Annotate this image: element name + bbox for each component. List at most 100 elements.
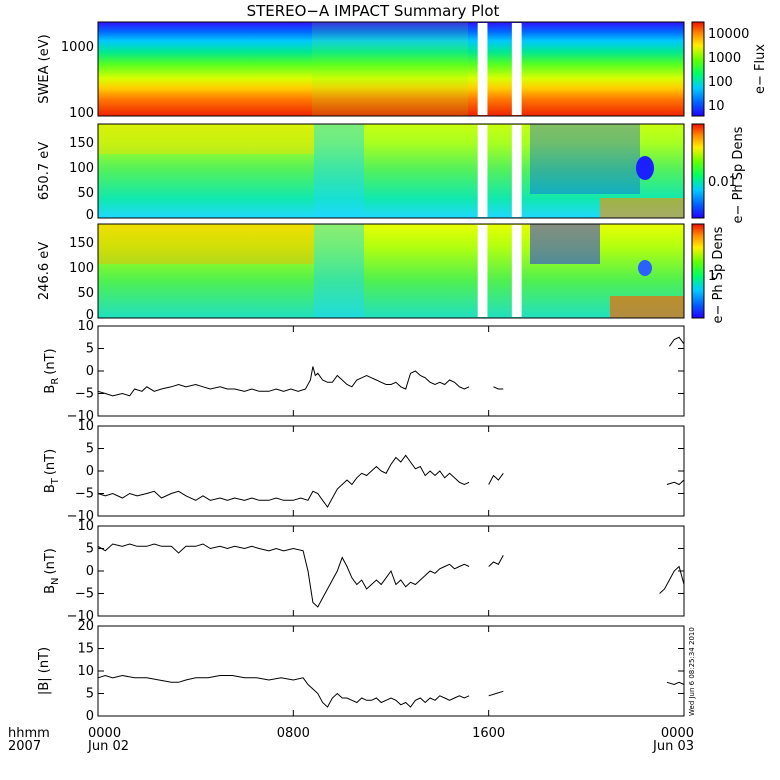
- bt-series-line: [97, 454, 470, 508]
- bt-ytick-label: −5: [75, 487, 94, 502]
- bt-yticks: −10 −5 0 5 10: [67, 419, 684, 524]
- bn-ytick-label: −5: [75, 587, 94, 602]
- bmag-frame: [97, 625, 685, 717]
- bmag-ylabel: |B| (nT): [37, 647, 52, 695]
- bmag-ytick-label: 0: [86, 709, 94, 724]
- br-ytick-label: −5: [75, 387, 94, 402]
- bn-ytick-label: −10: [67, 609, 94, 624]
- bt-ytick-label: −10: [67, 509, 94, 524]
- br-frame: [97, 325, 685, 417]
- br-ytick-label: −10: [67, 409, 94, 424]
- swea-cbar-label: e− Flux: [753, 44, 768, 94]
- bn-ylabel: BN(nT): [43, 548, 61, 594]
- bmag-series-line: [97, 674, 470, 708]
- bn-panel: −10 −5 0 5 10 BN(nT): [43, 519, 685, 624]
- pad246-panel: 246.6 eV 150 100 50 0 1 e− Ph Sp Dens e−…: [37, 126, 746, 323]
- pad246-ytick-0: 0: [86, 308, 94, 323]
- swea-colorbar: [691, 21, 705, 117]
- swea-frame: [97, 21, 685, 117]
- plot-title: STEREO−A IMPACT Summary Plot: [247, 2, 500, 20]
- br-ytick-label: 0: [86, 364, 94, 379]
- pad246-cbar-label: e− Ph Sp Dens: [711, 226, 726, 323]
- pad246-bottom-warm: [610, 296, 684, 318]
- time-axis-row1-label: hhmm: [8, 726, 50, 741]
- bmag-ytick-label: 5: [86, 687, 94, 702]
- bmag-series-line: [666, 681, 685, 686]
- data-gap: [511, 23, 522, 115]
- bn-ytick-label: 10: [77, 519, 94, 534]
- pad246-ylabel: 246.6 eV: [37, 242, 52, 300]
- bn-series-line: [488, 555, 504, 567]
- pad246-quiet-band: [98, 224, 314, 264]
- timestamp: Wed Jun 6 08:25:34 2010: [688, 627, 696, 716]
- bt-series: [97, 454, 685, 508]
- pad246-late-region: [530, 224, 600, 264]
- pad650-ytick-0: 0: [86, 208, 94, 223]
- swea-ylabel: SWEA (eV): [37, 34, 52, 103]
- pad246-ytick-150: 150: [69, 236, 94, 251]
- bmag-ytick-label: 20: [77, 619, 94, 634]
- pad650-disturbed-region: [314, 124, 364, 218]
- pad650-cbar-tick: 0.01: [708, 175, 737, 190]
- bn-series-line: [659, 565, 685, 594]
- br-panel: −10 −5 0 5 10 BR(nT): [43, 319, 685, 424]
- pad650-ytick-150: 150: [69, 136, 94, 151]
- br-yticks: −10 −5 0 5 10: [67, 319, 684, 424]
- pad246-frame: [97, 223, 685, 319]
- bn-yticks: −10 −5 0 5 10: [67, 519, 684, 624]
- time-tick-date-label: Jun 03: [652, 739, 694, 754]
- bmag-yticks: 0 5 10 15 20: [77, 619, 684, 724]
- swea-cbar-tick-10: 10: [708, 99, 725, 114]
- pad650-heatmap: [98, 124, 684, 218]
- br-series-line: [493, 386, 504, 390]
- time-axis-row2-label: 2007: [8, 739, 41, 754]
- bn-ytick-label: 0: [86, 564, 94, 579]
- pad-cbar-label: e− Ph Sp Dens: [731, 126, 746, 223]
- time-tick-date-label: Jun 02: [87, 739, 129, 754]
- swea-panel: SWEA (eV) 1000 100 10000 1000 100 10 e− …: [37, 21, 768, 121]
- pad650-panel: 650.7 eV 150 100 50 0 0.01: [37, 123, 737, 223]
- pad650-late-region: [530, 124, 640, 194]
- bt-ytick-label: 0: [86, 464, 94, 479]
- time-tick-label: 0000: [661, 726, 694, 741]
- pad650-ytick-50: 50: [77, 186, 94, 201]
- bn-series-line: [97, 543, 470, 608]
- swea-cbar-tick-1000: 1000: [708, 51, 741, 66]
- pad650-ytick-100: 100: [69, 161, 94, 176]
- pad246-ytick-50: 50: [77, 286, 94, 301]
- pad650-ylabel: 650.7 eV: [37, 142, 52, 200]
- pad650-colorbar: [691, 123, 705, 219]
- bmag-ytick-label: 15: [77, 642, 94, 657]
- swea-ytick-100: 100: [69, 106, 94, 121]
- br-series: [97, 336, 685, 397]
- pad246-cbar-tick: 1: [708, 269, 716, 284]
- br-ytick-label: 5: [86, 342, 94, 357]
- pad650-frame: [97, 123, 685, 219]
- pad650-blob: [636, 156, 654, 180]
- pad246-disturbed-region: [314, 224, 364, 318]
- pad650-quiet-band: [98, 124, 314, 154]
- pad246-gaps: [477, 225, 522, 317]
- bmag-series-line: [488, 690, 504, 697]
- swea-ytick-1000: 1000: [61, 40, 94, 55]
- br-series-line: [668, 336, 685, 347]
- br-ylabel: BR(nT): [43, 348, 61, 393]
- bt-ylabel: BT(nT): [43, 449, 61, 493]
- data-gap: [477, 225, 488, 317]
- bt-ytick-label: 10: [77, 419, 94, 434]
- swea-gaps: [477, 23, 522, 115]
- data-gap: [477, 125, 488, 217]
- data-gap: [511, 125, 522, 217]
- swea-cbar-tick-100: 100: [708, 75, 733, 90]
- pad650-gaps: [477, 125, 522, 217]
- br-ytick-label: 10: [77, 319, 94, 334]
- swea-heatmap: [98, 22, 684, 116]
- pad246-ytick-100: 100: [69, 261, 94, 276]
- swea-disturbed-region: [312, 22, 468, 116]
- data-gap: [511, 225, 522, 317]
- time-tick-label: 1600: [472, 726, 505, 741]
- pad246-blob: [638, 260, 652, 276]
